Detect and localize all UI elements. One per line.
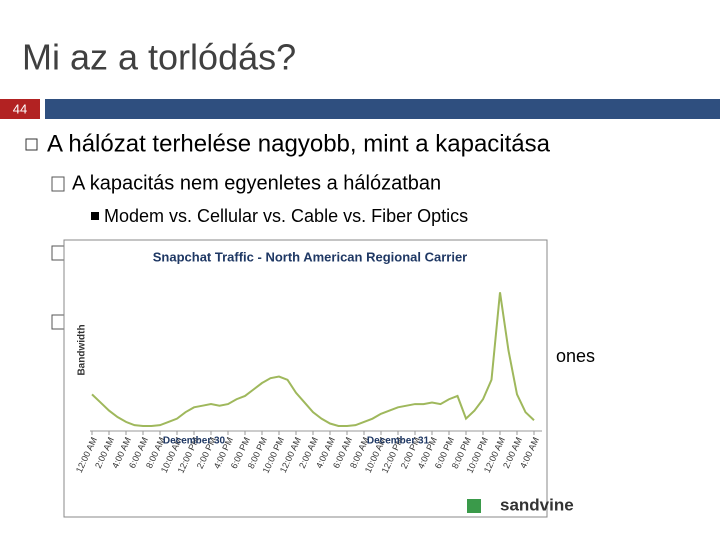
bullet: Modem vs. Cellular vs. Cable vs. Fiber O… [104,206,468,226]
bullet-box [25,138,38,151]
day-label: December 30 [163,436,226,447]
chart-title: Snapchat Traffic - North American Region… [153,249,467,264]
text-fragment: ones [556,346,595,366]
slide-title: Mi az a torlódás? [22,37,296,78]
bullet-box [51,176,65,192]
y-axis-label: Bandwidth [77,324,88,375]
slide-number: 44 [13,101,27,116]
bullet: A hálózat terhelése nagyobb, mint a kapa… [47,130,551,157]
bullet-box [51,245,65,261]
bullet-square [91,212,99,220]
data-line [91,292,535,427]
logo: sandvine [500,495,574,514]
bullet-box [51,314,65,330]
bullet: A kapacitás nem egyenletes a hálózatban [72,172,441,194]
day-label: December 31 [367,436,430,447]
logo-icon [467,499,481,513]
chart-image [63,239,548,518]
slide-number-box [0,99,40,119]
header-bar [45,99,720,119]
